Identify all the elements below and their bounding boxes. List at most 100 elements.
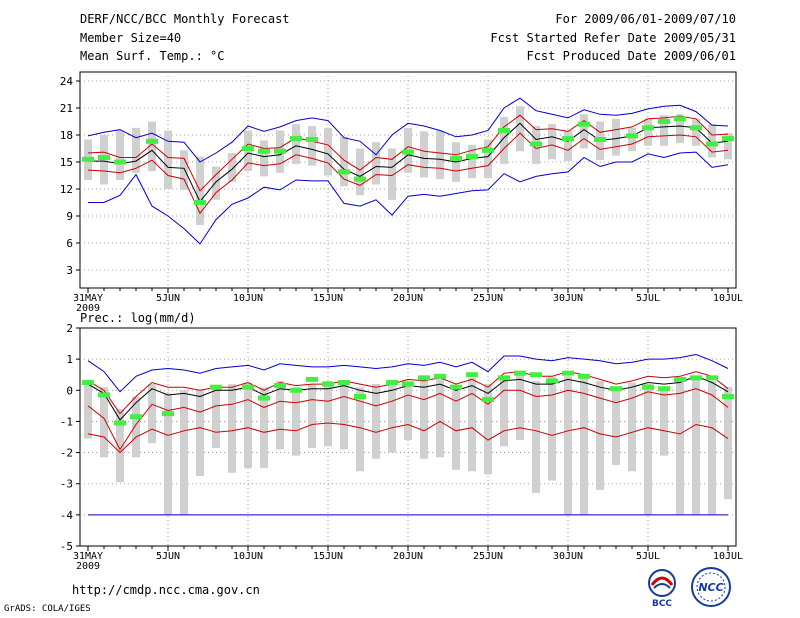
prec-ensemble-box	[516, 374, 524, 441]
prec-ytick-label: -1	[60, 415, 73, 428]
temp-observed-marker	[706, 141, 718, 147]
temp-series-mean	[88, 122, 729, 203]
temp-series-min	[88, 151, 729, 245]
prec-ensemble-box	[244, 382, 252, 469]
temp-ensemble-box	[356, 148, 364, 196]
prec-series-lower	[87, 388, 729, 451]
temp-ensemble-box	[132, 127, 140, 173]
member-size-label: Member Size=40	[80, 31, 182, 45]
prec-ensemble-box	[676, 380, 684, 515]
temp-ensemble-box	[260, 140, 268, 177]
prec-observed-marker	[578, 373, 590, 379]
prec-observed-marker	[674, 376, 686, 382]
prec-series-max	[87, 353, 729, 393]
temp-observed-marker	[562, 136, 574, 142]
prec-ensemble-box	[404, 380, 412, 441]
prec-observed-marker	[242, 384, 254, 390]
prec-xtick-label: 5JUN	[156, 551, 180, 562]
prec-observed-marker	[706, 375, 718, 381]
temp-ensemble-box	[468, 144, 476, 179]
temp-observed-marker	[146, 138, 158, 144]
temp-observed-marker	[674, 116, 686, 122]
temp-ytick-label: 3	[66, 264, 73, 277]
prec-observed-marker	[338, 380, 350, 385]
prec-ensemble-box	[308, 384, 316, 448]
temp-ensemble-box	[372, 142, 380, 185]
temp-ensemble-box	[612, 118, 620, 156]
temp-observed-marker	[642, 125, 654, 131]
prec-ensemble-box	[292, 387, 300, 456]
temp-ensemble-box	[564, 130, 572, 162]
temp-xtick-label: 31MAY	[73, 293, 103, 304]
temp-observed-marker	[690, 125, 702, 131]
temp-observed-marker	[482, 147, 494, 153]
temp-ytick-label: 18	[60, 129, 73, 142]
prec-observed-marker	[722, 394, 734, 400]
prec-observed-marker	[642, 384, 654, 390]
prec-observed-marker	[658, 386, 670, 392]
prec-ensemble-box	[324, 380, 332, 447]
temp-observed-marker	[82, 156, 94, 162]
temp-observed-marker	[290, 136, 302, 142]
prec-ensemble-box	[708, 380, 716, 515]
temp-observed-marker	[306, 137, 318, 142]
temp-observed-marker	[402, 149, 414, 155]
temp-xtick-label: 5JUN	[156, 293, 180, 304]
footer-url-link[interactable]: http://cmdp.ncc.cma.gov.cn	[72, 583, 260, 597]
prec-ytick-label: -2	[60, 447, 73, 460]
temp-observed-marker	[626, 133, 638, 139]
temp-ensemble-box	[388, 148, 396, 200]
prec-observed-marker	[354, 394, 366, 400]
prec-observed-marker	[498, 375, 510, 381]
grads-credit: GrADS: COLA/IGES	[4, 604, 91, 614]
temp-observed-marker	[274, 148, 286, 154]
prec-observed-marker	[130, 414, 142, 420]
prec-ensemble-box	[356, 387, 364, 472]
temp-observed-marker	[354, 176, 366, 182]
prec-xtick-label: 10JUL	[713, 551, 743, 562]
bcc-logo-text: BCC	[652, 599, 672, 608]
temp-ensemble-box	[292, 124, 300, 164]
prec-ensemble-box	[164, 393, 172, 515]
temp-ensemble-box	[212, 166, 220, 200]
chart-title: DERF/NCC/BCC Monthly Forecast	[80, 12, 290, 26]
temp-ytick-label: 21	[60, 102, 73, 115]
prec-xtick-label: 25JUN	[473, 551, 503, 562]
temp-ensemble-box	[516, 106, 524, 152]
prec-ensemble-box	[644, 384, 652, 515]
prec-ensemble-box	[260, 387, 268, 469]
started-date-label: Fcst Started Refer Date 2009/05/31	[490, 31, 736, 45]
prec-xtick-label: 31MAY	[73, 551, 103, 562]
temp-xtick-label: 15JUN	[313, 293, 343, 304]
prec-ytick-label: -3	[60, 478, 73, 491]
temp-ensemble-box	[228, 153, 236, 182]
produced-date-label: Fcst Produced Date 2009/06/01	[526, 49, 736, 63]
prec-ensemble-box	[484, 384, 492, 475]
temp-ensemble-box	[116, 130, 124, 180]
prec-observed-marker	[530, 372, 542, 378]
top-panel-variable-label: Mean Surf. Temp.: °C	[80, 49, 225, 63]
prec-ensemble-box	[436, 376, 444, 458]
prec-ensemble-box	[452, 387, 460, 470]
ncc-logo: NCC	[691, 567, 731, 607]
temp-ensemble-box	[324, 127, 332, 176]
prec-observed-marker	[114, 420, 126, 426]
temp-observed-marker	[658, 119, 670, 124]
temp-ytick-label: 6	[66, 237, 73, 250]
prec-ensemble-box	[724, 387, 732, 500]
prec-observed-marker	[210, 384, 222, 390]
prec-ensemble-box	[116, 408, 124, 483]
prec-observed-marker	[258, 395, 270, 401]
prec-panel: -5 -4 -3 -2 -1 0 1 2 31MAY 5JUN 10JUN 15JUN 20JUN 25J…	[60, 311, 743, 572]
prec-ensemble-box	[180, 390, 188, 515]
temp-observed-marker	[114, 159, 126, 165]
temp-xtick-label: 10JUN	[233, 293, 263, 304]
ncc-logo-text: NCC	[698, 581, 723, 594]
temp-ensemble-box	[180, 150, 188, 190]
prec-ensemble-box	[196, 390, 204, 476]
prec-observed-marker	[610, 386, 622, 392]
temp-ytick-label: 12	[60, 183, 73, 196]
prec-observed-marker	[274, 383, 286, 389]
prec-xtick-label: 20JUN	[393, 551, 423, 562]
